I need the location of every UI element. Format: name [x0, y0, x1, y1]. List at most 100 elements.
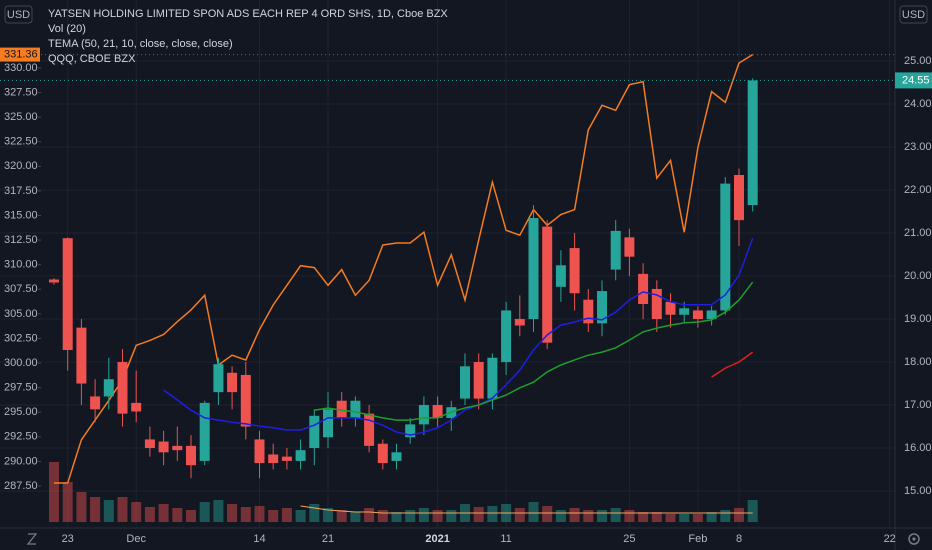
volume-bar	[144, 507, 155, 522]
y2-tick-label: 295.00	[4, 406, 38, 418]
volume-bar	[734, 508, 744, 522]
y-tick-label: 23.00	[904, 141, 932, 153]
volume-bar	[446, 510, 457, 522]
volume-bar	[665, 514, 676, 522]
y2-tick-label: 297.50	[4, 382, 38, 394]
volume-bar	[651, 512, 662, 522]
volume-bar	[692, 514, 703, 522]
candle-body	[555, 265, 566, 287]
settings-icon-center[interactable]	[912, 537, 916, 541]
volume-ma-line	[300, 505, 753, 514]
y2-tick-label: 322.50	[4, 136, 38, 148]
legend-compare: QQQ, CBOE BZX	[48, 53, 136, 65]
candle-body	[364, 413, 375, 446]
candle-body	[117, 362, 128, 414]
y-tick-label: 25.00	[904, 55, 932, 67]
volume-bar	[199, 502, 210, 522]
candle-body	[638, 273, 649, 304]
y2-tick-label: 302.50	[4, 332, 38, 344]
volume-bar	[158, 504, 169, 522]
y2-tick-label: 312.50	[4, 234, 38, 246]
candle-body	[610, 230, 621, 270]
volume-bar	[213, 500, 224, 522]
x-tick-label: 14	[253, 533, 265, 545]
y2-tick-label: 307.50	[4, 283, 38, 295]
volume-bar	[706, 512, 717, 522]
candle-body	[254, 439, 265, 464]
candle-body	[460, 366, 470, 399]
candle-body	[747, 80, 758, 206]
volume-bar	[638, 512, 649, 522]
candle-body	[62, 238, 73, 350]
y-tick-label: 19.00	[904, 313, 932, 325]
timezone-icon[interactable]	[26, 533, 38, 545]
volume-bar	[364, 508, 375, 522]
volume-bar	[323, 508, 333, 522]
volume-bar	[418, 508, 429, 522]
candle-body	[309, 415, 320, 449]
candle-body	[569, 248, 580, 294]
currency-box[interactable]	[899, 5, 928, 24]
candle-body	[734, 174, 744, 221]
volume-bar	[49, 462, 59, 522]
volume-bar	[295, 510, 306, 522]
volume-bar	[281, 508, 292, 522]
candle-body	[432, 405, 443, 418]
y2-tick-label: 315.00	[4, 209, 38, 221]
currency-box[interactable]	[4, 5, 33, 24]
legend-title: YATSEN HOLDING LIMITED SPON ADS EACH REP…	[48, 8, 448, 20]
volume-bar	[350, 512, 361, 522]
candle-body	[679, 308, 690, 315]
volume-bar	[131, 502, 142, 522]
tema-line	[711, 351, 754, 378]
y2-tick-label: 310.00	[4, 259, 38, 271]
volume-bar	[624, 510, 635, 522]
volume-bar	[117, 497, 128, 522]
candle-body	[651, 288, 662, 320]
candle-body	[514, 319, 525, 326]
volume-bar	[90, 497, 101, 522]
volume-bar	[172, 508, 183, 522]
volume-bar	[720, 510, 731, 522]
volume-bar	[103, 500, 114, 522]
candle-body	[528, 217, 539, 320]
candle-body	[391, 452, 402, 461]
currency-label[interactable]: USD	[902, 9, 925, 21]
candle-body	[49, 279, 59, 283]
candle-body	[542, 226, 553, 343]
volume-bar	[747, 500, 758, 522]
candle-body	[665, 301, 676, 315]
x-tick-label: 22	[884, 533, 896, 545]
candle-body	[624, 237, 635, 257]
tema-line	[163, 237, 754, 436]
volume-bar	[227, 504, 238, 522]
y-tick-label: 15.00	[904, 485, 932, 497]
y2-tick-label: 292.50	[4, 431, 38, 443]
candle-body	[295, 450, 306, 461]
x-tick-label: 2021	[425, 533, 449, 545]
y2-tick-label: 320.00	[4, 160, 38, 172]
volume-bar	[569, 508, 580, 522]
candle-body	[350, 400, 361, 418]
y2-tick-label: 330.00	[4, 62, 38, 74]
candle-body	[172, 445, 183, 451]
candle-body	[240, 374, 251, 427]
volume-bar	[528, 502, 539, 522]
candle-body	[501, 310, 512, 363]
last-price-label: 24.55	[902, 74, 930, 86]
volume-bar	[76, 492, 87, 522]
candle-body	[336, 400, 347, 418]
y-tick-label: 24.00	[904, 98, 932, 110]
settings-icon[interactable]	[908, 533, 920, 545]
x-tick-label: Feb	[688, 533, 707, 545]
volume-bar	[432, 510, 443, 522]
volume-bar	[186, 510, 196, 522]
candle-body	[90, 396, 101, 410]
compare-last-label: 331.36	[4, 48, 38, 60]
y-tick-label: 21.00	[904, 227, 932, 239]
volume-bar	[391, 512, 402, 522]
currency-label[interactable]: USD	[7, 9, 30, 21]
x-tick-label: 25	[623, 533, 635, 545]
volume-bar	[377, 510, 388, 522]
